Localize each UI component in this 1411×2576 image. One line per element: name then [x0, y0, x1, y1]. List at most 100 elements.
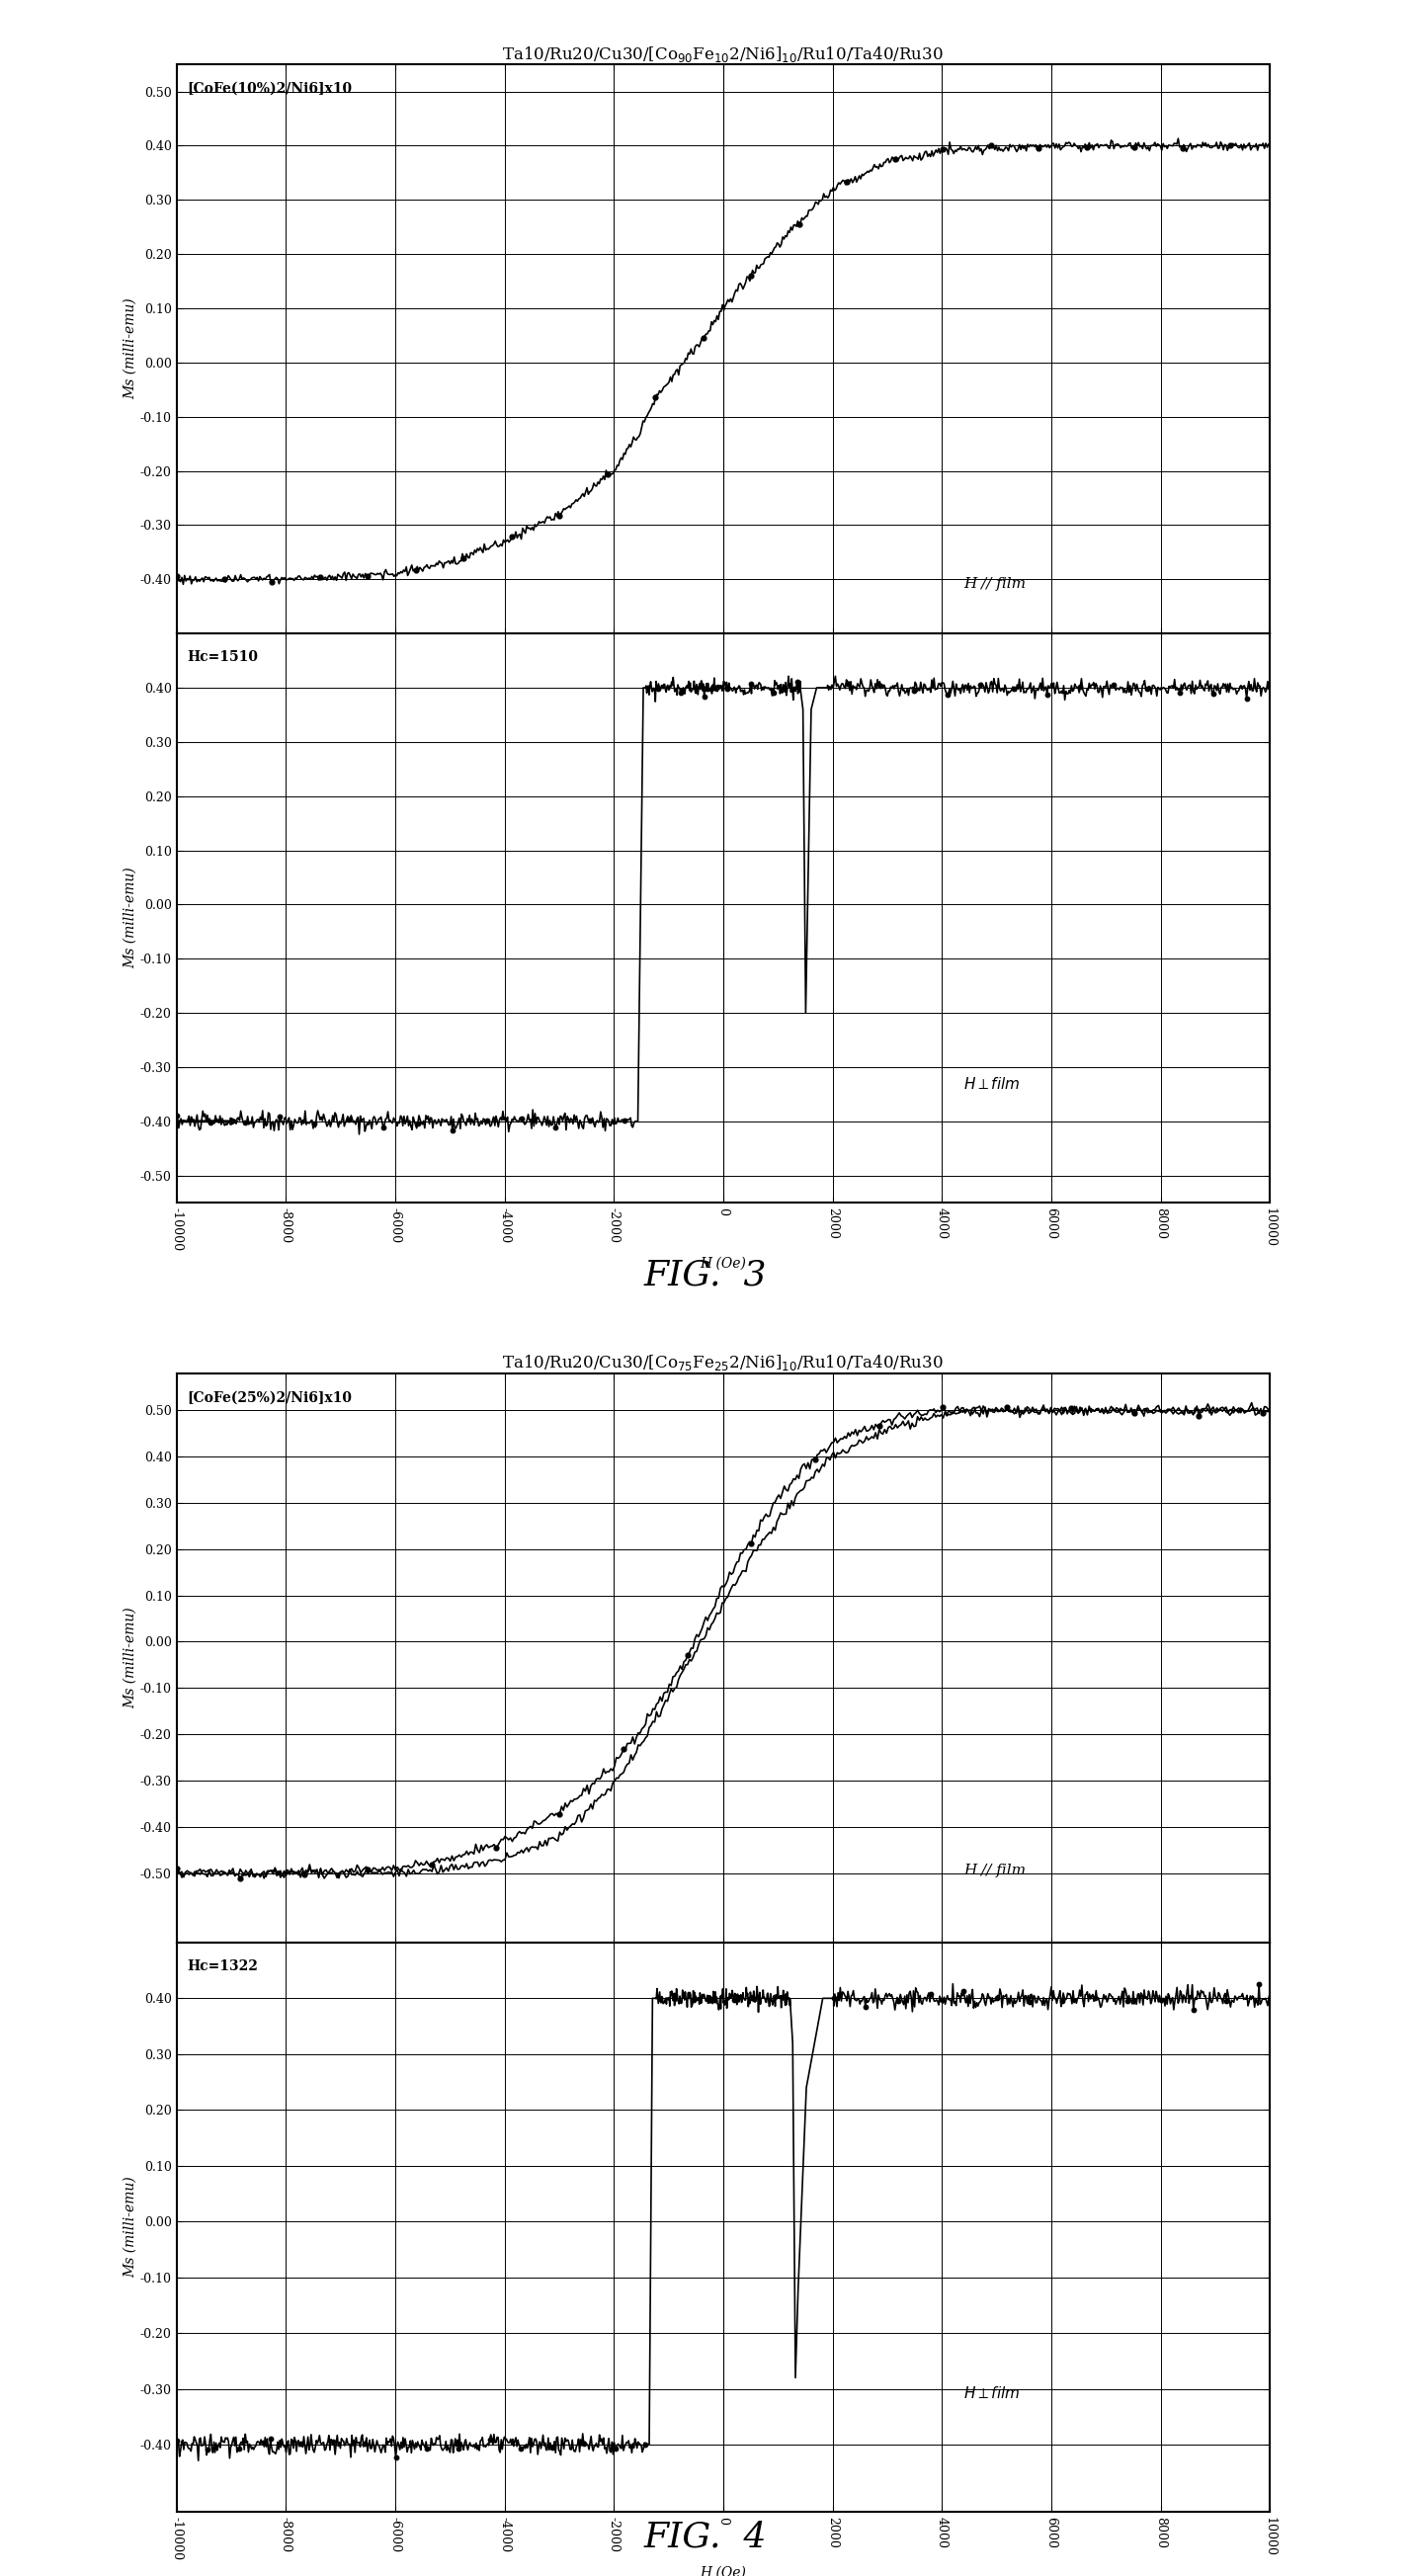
Point	[691, 317, 714, 358]
Point	[1003, 667, 1026, 708]
Point	[353, 2424, 375, 2465]
Point	[931, 129, 954, 170]
Point	[1168, 672, 1191, 714]
Text: $H\perp film$: $H\perp film$	[964, 2385, 1020, 2401]
Point	[762, 672, 785, 714]
Point	[683, 1981, 706, 2022]
Point	[837, 662, 859, 703]
Point	[835, 162, 858, 204]
Point	[643, 376, 666, 417]
Point	[447, 2427, 470, 2468]
Point	[1182, 1989, 1205, 2030]
Point	[1051, 1981, 1074, 2022]
Point	[484, 1826, 507, 1868]
Point	[634, 2424, 656, 2465]
Text: [CoFe(10%)2/Ni6]x10: [CoFe(10%)2/Ni6]x10	[188, 82, 353, 95]
Point	[676, 1633, 698, 1674]
Point	[291, 2421, 313, 2463]
Point	[1150, 1981, 1173, 2022]
Point	[1027, 129, 1050, 170]
Point	[614, 1100, 636, 1141]
Point	[478, 2419, 501, 2460]
Point	[739, 255, 762, 296]
Point	[227, 2429, 250, 2470]
Point	[1219, 126, 1242, 167]
Point	[196, 2429, 219, 2470]
Point	[1116, 1981, 1139, 2022]
Point	[509, 1097, 532, 1139]
Point	[1084, 1978, 1106, 2020]
Point	[888, 1981, 910, 2022]
Text: H // film: H // film	[964, 577, 1026, 590]
Point	[416, 2429, 439, 2470]
Point	[744, 1978, 766, 2020]
Point	[229, 1857, 251, 1899]
Point	[1036, 675, 1058, 716]
Point	[165, 2419, 188, 2460]
Point	[453, 538, 476, 580]
Point	[1236, 677, 1259, 719]
Point	[952, 1971, 975, 2012]
Point	[1060, 1386, 1082, 1427]
Point	[786, 662, 809, 703]
Point	[213, 559, 236, 600]
Point	[935, 675, 958, 716]
Point	[854, 1986, 876, 2027]
Point	[1123, 1394, 1146, 1435]
Point	[1215, 1981, 1237, 2022]
Point	[322, 2421, 344, 2463]
Point	[1252, 1394, 1274, 1435]
Point	[573, 2424, 595, 2465]
Point	[1070, 665, 1092, 706]
Point	[985, 1978, 1007, 2020]
Point	[804, 1440, 827, 1481]
Point	[1202, 672, 1225, 714]
Point	[165, 1095, 188, 1136]
Point	[903, 670, 926, 711]
Point	[1136, 670, 1158, 711]
Point	[920, 1973, 943, 2014]
Point	[165, 1850, 188, 1891]
Point	[303, 1103, 326, 1144]
Point	[373, 1108, 395, 1149]
Text: FIG.  4: FIG. 4	[643, 2519, 768, 2555]
Y-axis label: Ms (milli-emu): Ms (milli-emu)	[123, 1607, 137, 1708]
Y-axis label: Ms (milli-emu): Ms (milli-emu)	[123, 2177, 137, 2277]
Point	[823, 1978, 845, 2020]
Point	[1019, 1981, 1041, 2022]
Point	[868, 1404, 890, 1445]
Point	[597, 453, 619, 495]
Title: Ta10/Ru20/Cu30/[Co$_{75}$Fe$_{25}$2/Ni6]$_{10}$/Ru10/Ta40/Ru30: Ta10/Ru20/Cu30/[Co$_{75}$Fe$_{25}$2/Ni6]…	[502, 1352, 944, 1373]
Point	[787, 204, 810, 245]
Point	[199, 1103, 222, 1144]
Point	[309, 556, 332, 598]
Text: $H\perp film$: $H\perp film$	[964, 1077, 1020, 1092]
X-axis label: H (Oe): H (Oe)	[700, 2566, 746, 2576]
Y-axis label: Ms (milli-emu): Ms (milli-emu)	[123, 299, 137, 399]
Text: FIG.  3: FIG. 3	[643, 1257, 768, 1293]
Point	[1188, 1394, 1211, 1435]
Point	[509, 2427, 532, 2468]
Point	[1075, 126, 1098, 167]
Point	[979, 126, 1002, 167]
Point	[405, 549, 428, 590]
Text: [CoFe(25%)2/Ni6]x10: [CoFe(25%)2/Ni6]x10	[188, 1391, 353, 1404]
Point	[663, 1973, 686, 2014]
Point	[969, 665, 992, 706]
Point	[337, 1097, 360, 1139]
Point	[763, 1976, 786, 2017]
Text: H // film: H // film	[964, 1862, 1026, 1878]
Point	[741, 1522, 763, 1564]
Point	[1171, 126, 1194, 167]
Point	[604, 2427, 626, 2468]
Text: Hc=1510: Hc=1510	[188, 652, 258, 665]
Point	[545, 1108, 567, 1149]
Point	[542, 2427, 564, 2468]
Point	[869, 665, 892, 706]
Point	[357, 1850, 380, 1891]
Point	[165, 556, 188, 598]
Point	[717, 670, 739, 711]
Point	[703, 1978, 725, 2020]
Point	[1123, 126, 1146, 167]
Point	[1102, 665, 1125, 706]
